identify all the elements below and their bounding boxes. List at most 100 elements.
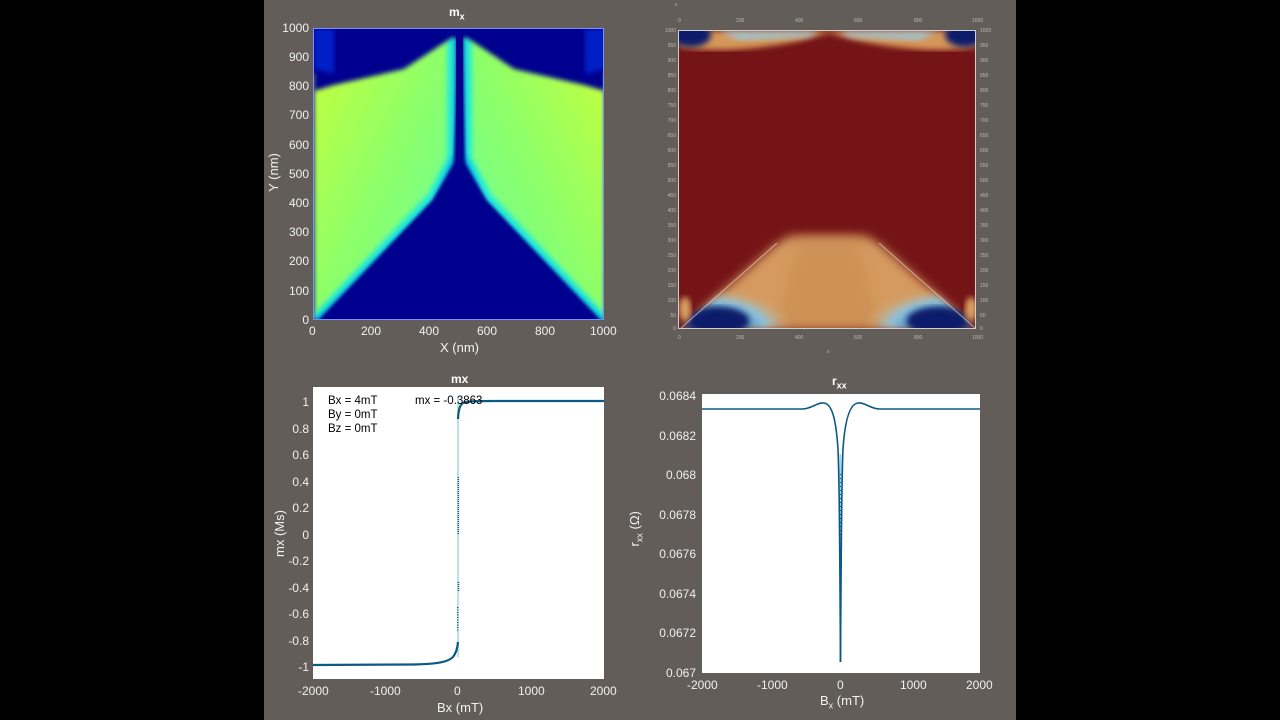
ytick: 200 (980, 268, 989, 274)
ytick: 0.0672 (659, 626, 696, 640)
xtick: 600 (854, 18, 863, 24)
xtick: -1000 (757, 678, 788, 692)
ytick: 300 (980, 238, 989, 244)
top-left-xlabel: X (nm) (440, 340, 479, 355)
ytick: -0.8 (288, 634, 309, 648)
xtick: 400 (795, 18, 804, 24)
bottom-right-ylabel: rxx (Ω) (626, 511, 645, 547)
xtick: 0 (309, 324, 316, 338)
xtick: 600 (854, 335, 863, 341)
ytick: 150 (667, 283, 676, 289)
ytick: 850 (667, 73, 676, 79)
ytick: 0.0682 (659, 429, 696, 443)
ytick: 700 (667, 118, 676, 124)
bottom-right-xlabel: Bx (mT) (820, 693, 865, 711)
ytick: 750 (980, 103, 989, 109)
bottom-left-title: mx (451, 372, 469, 386)
ytick: 200 (667, 268, 676, 274)
xtick: 200 (361, 324, 382, 338)
ytick: 300 (667, 238, 676, 244)
top-right-xlabel-bottom: x (827, 349, 830, 355)
annotation-by: By = 0mT (328, 409, 378, 421)
ytick: 0.0674 (659, 587, 696, 601)
ytick: 0 (980, 326, 983, 332)
ytick: -0.6 (288, 607, 309, 621)
xtick: 1000 (518, 684, 545, 698)
rxx-plot-area (702, 394, 980, 673)
ytick: 250 (980, 253, 989, 259)
xtick: 800 (914, 18, 923, 24)
ytick: 900 (288, 50, 309, 64)
ytick: 700 (980, 118, 989, 124)
ytick: 0.0684 (659, 389, 696, 403)
ytick: 950 (980, 43, 989, 49)
ytick: 200 (288, 254, 309, 268)
xtick: 200 (736, 335, 745, 341)
ytick: 150 (980, 283, 989, 289)
ytick: 400 (667, 208, 676, 214)
bottom-left-xlabel: Bx (mT) (437, 700, 484, 715)
ytick: 100 (980, 298, 989, 304)
ytick: 450 (667, 193, 676, 199)
top-right-xlabel-top: x (675, 2, 678, 8)
ytick: 250 (667, 253, 676, 259)
ytick: -1 (298, 660, 309, 674)
xtick: -1000 (370, 684, 401, 698)
ytick: 800 (980, 88, 989, 94)
xtick: 1000 (900, 678, 927, 692)
ytick: 550 (980, 163, 989, 169)
ytick: 350 (667, 223, 676, 229)
ytick: 1000 (980, 28, 992, 34)
xtick: 2000 (966, 678, 993, 692)
ytick: 0.0678 (659, 508, 696, 522)
ytick: 600 (980, 148, 989, 154)
ytick: 500 (288, 167, 309, 181)
xtick: 800 (914, 335, 923, 341)
ytick: 0.067 (665, 666, 696, 680)
xtick: 1000 (972, 18, 984, 24)
xtick: 1000 (972, 335, 984, 341)
ytick: 900 (980, 58, 989, 64)
ytick: 0 (302, 313, 309, 327)
ytick: 100 (288, 284, 309, 298)
mx-plot-area: Bx = 4mT By = 0mT Bz = 0mT mx = -0.3863 (313, 387, 604, 679)
ytick: 800 (288, 79, 309, 93)
ytick: 600 (667, 148, 676, 154)
ytick: 50 (980, 313, 986, 319)
bottom-right-title: rxx (832, 374, 847, 391)
ytick: 0.6 (292, 448, 309, 462)
xtick: 400 (419, 324, 440, 338)
annotation-bx: Bx = 4mT (328, 395, 378, 407)
xtick: 2000 (590, 684, 617, 698)
ytick: 450 (980, 193, 989, 199)
ytick: 0 (302, 528, 309, 542)
ytick: 400 (288, 196, 309, 210)
ytick: 1 (302, 395, 309, 409)
top-right-yticks-right: 1000 950 900 850 800 750 700 650 600 550… (980, 28, 1000, 332)
annotation-mx: mx = -0.3863 (415, 395, 483, 407)
xtick: 0 (454, 684, 461, 698)
xtick: 200 (736, 18, 745, 24)
figure-panel: mx (264, 0, 1016, 720)
rdbu-heatmap (678, 30, 976, 329)
ytick: 500 (667, 178, 676, 184)
ytick: 800 (667, 88, 676, 94)
annotation-bz: Bz = 0mT (328, 423, 378, 435)
ytick: 0.4 (292, 475, 309, 489)
ytick: 0.0676 (659, 547, 696, 561)
xtick: 800 (535, 324, 556, 338)
mx-heatmap (313, 28, 604, 320)
ytick: 100 (667, 298, 676, 304)
ytick: 750 (667, 103, 676, 109)
ytick: 550 (667, 163, 676, 169)
ytick: -0.4 (288, 581, 309, 595)
ytick: 600 (288, 138, 309, 152)
ytick: 350 (980, 223, 989, 229)
xtick: 1000 (590, 324, 617, 338)
bottom-left-ylabel: mx (Ms) (271, 510, 287, 557)
ytick: 650 (980, 133, 989, 139)
top-left-title: mx (449, 5, 465, 22)
xtick: 0 (837, 678, 844, 692)
xtick: -2000 (298, 684, 329, 698)
top-right-yticks-left: 1000 950 900 850 800 750 700 650 600 550… (656, 28, 676, 332)
